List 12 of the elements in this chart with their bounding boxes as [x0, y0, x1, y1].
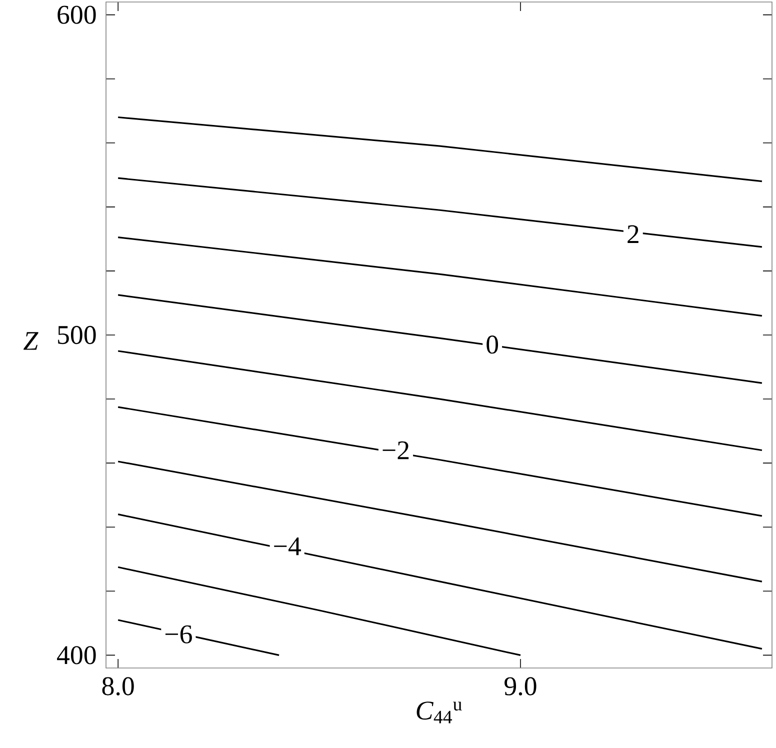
annotation: 0	[486, 336, 498, 354]
annotation: −4	[274, 537, 301, 556]
y-tick-label: 600	[58, 6, 96, 24]
y-tick-label: 400	[57, 646, 96, 664]
y-axis-title: Z	[24, 332, 38, 350]
annotation: −2	[382, 441, 409, 460]
annotation: −6	[165, 625, 192, 644]
x-axis-title: C$_{44}$u	[416, 702, 462, 724]
annotation: 2	[628, 225, 638, 244]
x-tick-label: 9.0	[504, 677, 536, 696]
y-tick-label: 500	[58, 326, 96, 344]
x-tick-label: 8.0	[102, 677, 134, 696]
